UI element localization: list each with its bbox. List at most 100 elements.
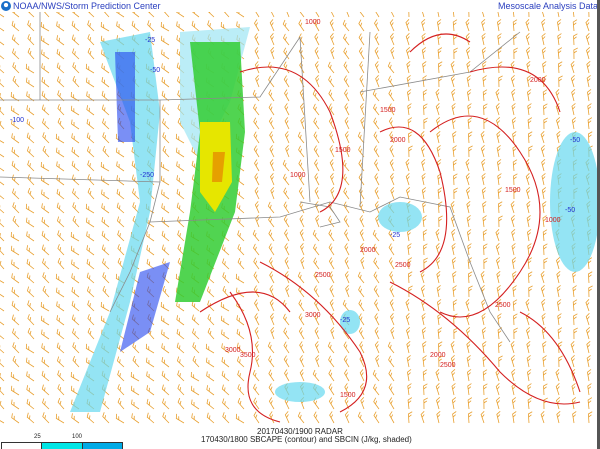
wind-barb [270,313,275,326]
wind-barb [222,12,230,18]
wind-barb [41,384,50,396]
wind-barb [467,243,472,256]
cin-label: -50 [565,207,575,214]
wind-barb [221,370,230,382]
wind-barb [314,19,320,32]
wind-barb [10,92,20,102]
wind-barb [374,201,380,214]
wind-barb [207,300,215,312]
wind-barb [101,244,110,256]
wind-barb [270,33,275,46]
wind-barb [11,119,20,130]
wind-barb [131,399,140,410]
wind-barb [450,341,455,354]
wind-barb [71,160,80,172]
wind-barb [237,384,245,396]
wind-barb [102,398,110,410]
wind-barb [373,271,380,284]
wind-barb [237,370,245,382]
wind-barb [72,188,80,200]
wind-barb [328,89,335,102]
wind-barb [284,103,290,116]
wind-barb [100,162,110,172]
wind-barb [467,383,472,396]
wind-barb [160,315,170,326]
wind-barb [512,12,517,18]
wind-barb [116,175,125,186]
wind-barb [146,412,155,424]
wind-barb [0,175,5,186]
wind-barb [496,411,501,424]
wind-barb [452,299,458,312]
wind-barb [0,397,5,410]
wind-barb [56,48,65,60]
wind-barb [436,257,441,270]
wind-barb [206,357,215,368]
wind-barb [86,146,95,158]
wind-barb [570,341,575,354]
wind-barb [468,12,473,18]
wind-barb [41,63,50,74]
wind-barb [100,22,110,32]
wind-barb [116,21,125,32]
wind-barb [438,215,443,228]
wind-barb [102,258,110,270]
wind-barb [436,145,441,158]
wind-barb [453,313,458,326]
cape-label: 2500 [315,272,331,279]
wind-barb [283,355,290,368]
wind-barb [343,61,350,74]
wind-barb [481,19,486,32]
wind-barb [313,145,320,158]
wind-barb [269,411,275,424]
wind-barb [511,243,516,256]
wind-barb [481,187,487,200]
wind-barb [483,397,488,410]
wind-barb [237,244,245,256]
wind-barb [221,244,230,256]
wind-barb [328,229,335,242]
wind-barb [207,314,215,326]
wind-barb [252,103,260,116]
wind-barb [358,33,365,46]
wind-barb [483,117,488,130]
wind-barb [495,229,500,242]
wind-barb [206,412,215,424]
wind-barb [436,12,441,18]
wind-barb [298,19,305,32]
wind-barb [389,285,395,298]
wind-barb [161,230,170,242]
wind-barb [420,271,425,284]
wind-barb [407,397,413,410]
wind-barb [344,243,350,256]
wind-barb [41,343,50,354]
wind-barb [160,162,170,172]
wind-barb [177,397,185,410]
wind-barb [268,243,275,256]
wind-barb [510,75,515,88]
wind-barb [56,342,65,354]
wind-barb [407,243,412,256]
wind-barb [388,355,395,368]
wind-barb [253,12,260,18]
wind-barb [389,411,395,424]
wind-barb [387,341,395,354]
wind-barb [556,397,561,410]
wind-barb [467,369,472,382]
wind-barb [10,245,20,256]
wind-barb [146,398,155,410]
wind-barb [557,299,562,312]
wind-barb [284,243,290,256]
wind-barb [285,12,290,18]
wind-barb [435,243,440,256]
wind-barb [496,271,501,284]
wind-barb [421,47,427,60]
wind-barb [482,75,487,88]
wind-barb [267,341,275,354]
wind-barb [330,187,335,200]
wind-barb [451,103,456,116]
wind-barb [512,285,517,298]
wind-barb [220,302,230,312]
wind-barb [372,383,380,396]
wind-barb [176,147,185,158]
